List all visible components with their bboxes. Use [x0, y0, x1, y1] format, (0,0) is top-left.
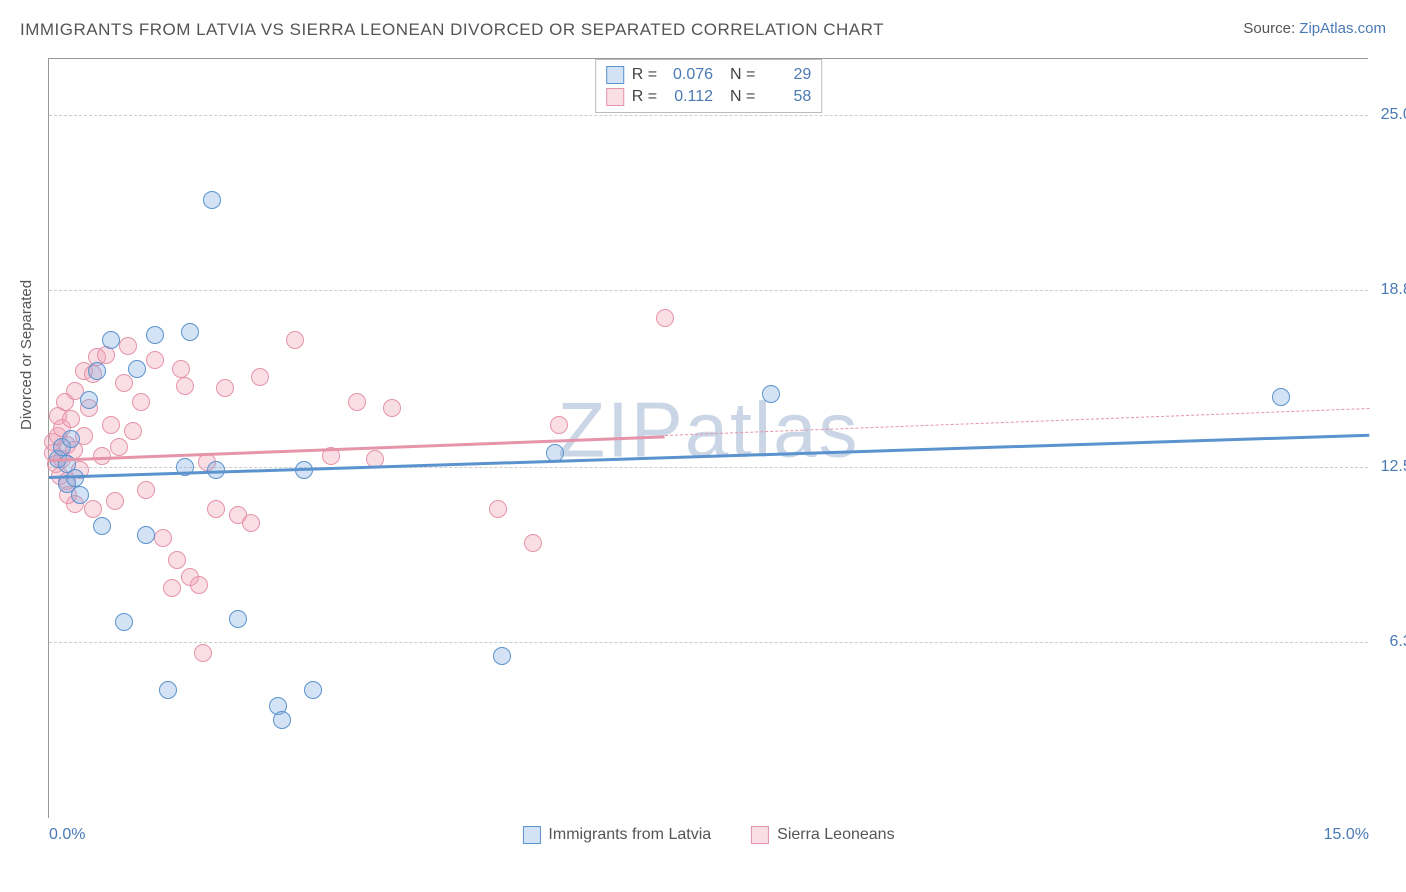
r-label: R =: [632, 88, 657, 106]
swatch-series1: [606, 66, 624, 84]
ytick-label: 18.8%: [1374, 281, 1406, 299]
series1-point: [181, 323, 199, 341]
ytick-label: 6.3%: [1374, 633, 1406, 651]
series1-point: [146, 326, 164, 344]
series2-point: [163, 579, 181, 597]
series2-point: [62, 410, 80, 428]
source-label: Source:: [1243, 20, 1295, 37]
series2-point: [383, 399, 401, 417]
gridline: [49, 467, 1368, 468]
series2-name: Sierra Leoneans: [777, 826, 894, 844]
series2-point: [168, 551, 186, 569]
series1-point: [88, 362, 106, 380]
series2-point: [115, 374, 133, 392]
source-attribution: Source: ZipAtlas.com: [1243, 20, 1386, 37]
series2-point: [550, 416, 568, 434]
series2-point: [489, 500, 507, 518]
n-label: N =: [721, 66, 755, 84]
series2-point: [137, 481, 155, 499]
series2-point: [524, 534, 542, 552]
series2-point: [146, 351, 164, 369]
series2-point: [207, 500, 225, 518]
series2-point: [656, 309, 674, 327]
series1-point: [273, 711, 291, 729]
trendline-series2-dash: [665, 408, 1369, 436]
series2-point: [172, 360, 190, 378]
series1-point: [80, 391, 98, 409]
gridline: [49, 290, 1368, 291]
n-value-series1: 29: [763, 66, 811, 84]
series2-point: [102, 416, 120, 434]
gridline: [49, 115, 1368, 116]
series2-point: [132, 393, 150, 411]
series2-point: [154, 529, 172, 547]
series1-point: [62, 430, 80, 448]
series1-point: [762, 385, 780, 403]
legend-row-series1: R = 0.076 N = 29: [606, 64, 812, 86]
legend-item-series2: Sierra Leoneans: [751, 826, 894, 844]
series2-point: [286, 331, 304, 349]
legend-row-series2: R = 0.112 N = 58: [606, 86, 812, 108]
series2-point: [194, 644, 212, 662]
ytick-label: 12.5%: [1374, 458, 1406, 476]
scatter-chart: ZIPatlas R = 0.076 N = 29 R = 0.112 N = …: [48, 58, 1368, 818]
series2-point: [119, 337, 137, 355]
swatch-series1: [522, 826, 540, 844]
series1-point: [1272, 388, 1290, 406]
xtick-label: 0.0%: [49, 826, 85, 844]
series2-point: [216, 379, 234, 397]
series2-point: [84, 500, 102, 518]
series1-name: Immigrants from Latvia: [548, 826, 711, 844]
series1-point: [71, 486, 89, 504]
series1-point: [66, 469, 84, 487]
series1-point: [137, 526, 155, 544]
series1-point: [102, 331, 120, 349]
correlation-legend: R = 0.076 N = 29 R = 0.112 N = 58: [595, 59, 823, 113]
series2-point: [176, 377, 194, 395]
xtick-label: 15.0%: [1324, 826, 1369, 844]
series2-point: [251, 368, 269, 386]
r-label: R =: [632, 66, 657, 84]
series2-point: [242, 514, 260, 532]
series1-point: [93, 517, 111, 535]
series1-point: [159, 681, 177, 699]
y-axis-label: Divorced or Separated: [18, 280, 35, 430]
series1-point: [493, 647, 511, 665]
series1-point: [203, 191, 221, 209]
r-value-series1: 0.076: [665, 66, 713, 84]
series2-point: [124, 422, 142, 440]
trendline-series1: [49, 433, 1369, 478]
n-label: N =: [721, 88, 755, 106]
series2-point: [348, 393, 366, 411]
series2-point: [190, 576, 208, 594]
page-title: IMMIGRANTS FROM LATVIA VS SIERRA LEONEAN…: [20, 20, 884, 40]
series1-point: [229, 610, 247, 628]
gridline: [49, 642, 1368, 643]
swatch-series2: [606, 88, 624, 106]
series1-point: [128, 360, 146, 378]
swatch-series2: [751, 826, 769, 844]
series-legend: Immigrants from Latvia Sierra Leoneans: [522, 826, 894, 844]
r-value-series2: 0.112: [665, 88, 713, 106]
series2-point: [106, 492, 124, 510]
series1-point: [115, 613, 133, 631]
n-value-series2: 58: [763, 88, 811, 106]
series1-point: [304, 681, 322, 699]
legend-item-series1: Immigrants from Latvia: [522, 826, 711, 844]
source-value: ZipAtlas.com: [1299, 20, 1386, 37]
series2-point: [110, 438, 128, 456]
trendline-series2: [49, 435, 665, 462]
ytick-label: 25.0%: [1374, 106, 1406, 124]
